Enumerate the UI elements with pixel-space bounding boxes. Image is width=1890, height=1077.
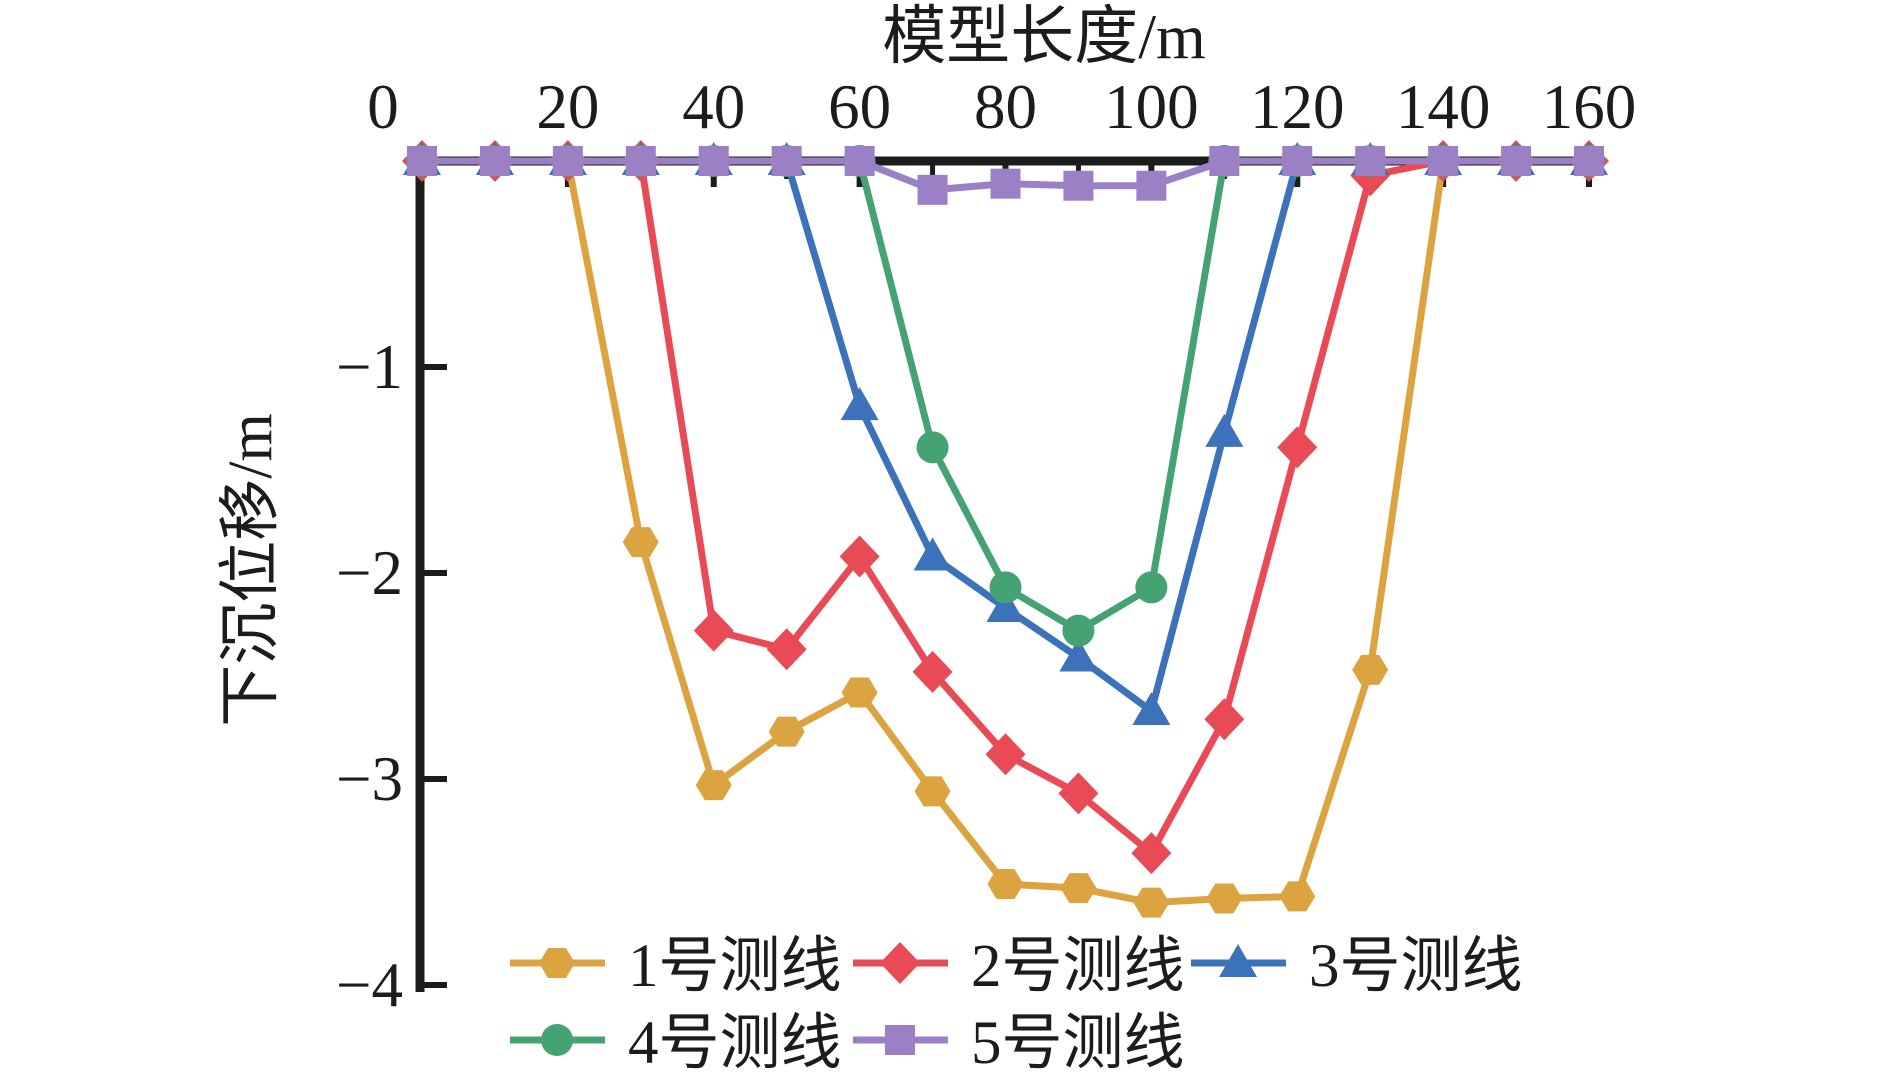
y-tick-label: −1: [336, 332, 403, 402]
triangle-marker: [840, 387, 879, 421]
triangle-marker: [1219, 944, 1257, 977]
legend-item-4: 4号测线: [510, 1010, 842, 1077]
hexagon-marker: [695, 770, 732, 801]
hexagon-marker: [1060, 873, 1097, 904]
diamond-marker: [880, 942, 920, 984]
diamond-marker: [912, 650, 953, 693]
square-marker: [625, 146, 656, 176]
hexagon-marker: [622, 527, 659, 558]
y-tick-label: −4: [336, 950, 403, 1020]
square-marker: [1428, 146, 1459, 176]
triangle-marker: [1132, 692, 1171, 726]
circle-marker: [916, 431, 949, 464]
square-marker: [885, 1025, 915, 1055]
legend-item-1: 1号测线: [510, 933, 842, 1000]
legend-item-3: 3号测线: [1191, 933, 1523, 1000]
hexagon-marker: [1133, 887, 1170, 918]
hexagon-marker: [841, 677, 878, 708]
x-axis-title: 模型长度/m: [882, 1, 1206, 72]
series-line-1: [422, 157, 1589, 907]
series-4: [406, 145, 1605, 647]
triangle-marker: [913, 537, 952, 571]
triangle-marker: [986, 589, 1025, 623]
triangle-marker: [1205, 413, 1244, 447]
hexagon-marker: [768, 716, 805, 747]
x-tick-label: 140: [1396, 72, 1491, 142]
diamond-marker: [1277, 426, 1318, 469]
square-marker: [771, 146, 802, 176]
square-marker: [1136, 170, 1167, 201]
diamond-marker: [766, 628, 807, 671]
diamond-marker: [1131, 832, 1172, 875]
diamond-marker: [1204, 698, 1245, 741]
hexagon-marker: [1279, 881, 1316, 912]
hexagon-marker: [987, 869, 1024, 900]
square-marker: [844, 146, 875, 176]
square-marker: [1209, 146, 1240, 176]
diamond-marker: [693, 609, 734, 652]
circle-marker: [541, 1024, 573, 1056]
legend-item-label: 3号测线: [1309, 933, 1523, 1000]
hexagon-marker: [1352, 654, 1389, 685]
legend-item-label: 5号测线: [971, 1010, 1185, 1077]
legend: 1号测线 2号测线 3号测线 4号测线 5号测线: [510, 933, 1523, 1077]
square-marker: [1574, 146, 1604, 176]
diamond-marker: [839, 535, 880, 578]
diamond-marker: [985, 733, 1026, 776]
x-tick-label: 120: [1250, 72, 1345, 142]
x-tick-labels: 0 20 40 60 80 100 120 140 160: [367, 72, 1636, 142]
legend-item-label: 2号测线: [971, 933, 1185, 1000]
y-tick-label: −2: [336, 538, 403, 608]
x-tick-label: 80: [974, 72, 1037, 142]
x-tick-label: 160: [1542, 72, 1637, 142]
square-marker: [698, 146, 729, 176]
series-1: [404, 146, 1607, 918]
square-marker: [1355, 146, 1386, 176]
y-tick-label: −3: [336, 744, 403, 814]
legend-item-label: 1号测线: [628, 933, 842, 1000]
hexagon-marker: [1206, 883, 1243, 914]
y-axis-title: 下沉位移/m: [217, 413, 285, 726]
diamond-marker: [1058, 772, 1099, 815]
square-marker: [407, 146, 437, 176]
series-5: [407, 146, 1604, 205]
triangle-marker: [1059, 638, 1098, 672]
circle-marker: [1062, 614, 1095, 647]
series-line-4: [422, 157, 1589, 635]
square-marker: [990, 168, 1021, 199]
hexagon-marker: [914, 776, 951, 807]
x-tick-label: 40: [682, 72, 745, 142]
x-tick-label: 100: [1104, 72, 1199, 142]
y-tick-labels: −1 −2 −3 −4: [336, 332, 403, 1020]
square-marker: [1501, 146, 1532, 176]
x-tick-label: 60: [828, 72, 891, 142]
circle-marker: [989, 571, 1022, 604]
legend-item-5: 5号测线: [853, 1010, 1185, 1077]
circle-marker: [1135, 571, 1168, 604]
x-tick-label: 0: [367, 72, 399, 142]
square-marker: [1282, 146, 1313, 176]
legend-item-label: 4号测线: [628, 1010, 842, 1077]
square-marker: [917, 174, 948, 205]
series-lines: [402, 140, 1609, 918]
legend-item-2: 2号测线: [853, 933, 1185, 1000]
hexagon-marker: [539, 948, 575, 978]
square-marker: [1063, 170, 1094, 201]
x-tick-label: 20: [536, 72, 599, 142]
square-marker: [479, 146, 510, 176]
series-line-3: [422, 157, 1589, 715]
square-marker: [552, 146, 583, 176]
